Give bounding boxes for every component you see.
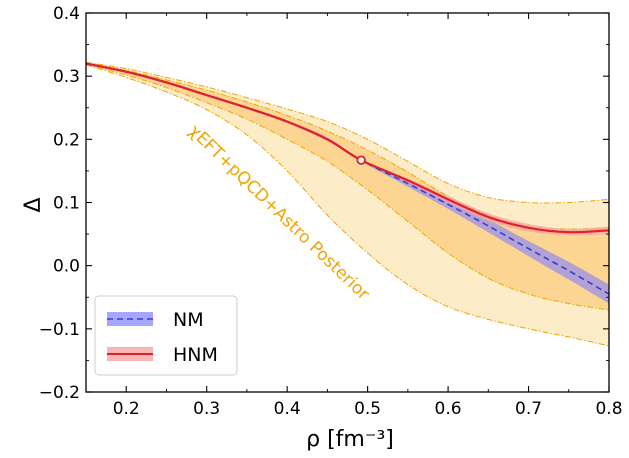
y-tick-label: −0.2 <box>39 383 80 403</box>
x-tick-label: 0.6 <box>435 399 462 419</box>
series-layer <box>85 62 610 304</box>
series-line-hnm <box>85 62 610 234</box>
posterior-outer-upper-edge <box>85 61 610 204</box>
posterior-outer-lower-edge <box>85 64 610 347</box>
x-tick-label: 0.3 <box>193 399 220 419</box>
y-axis-title: Δ <box>21 197 46 212</box>
axis-ticks: 0.2 0.3 0.4 0.5 0.6 0.7 0.8 −0.2 −0.1 0.0 0.1 0.2 0.… <box>39 4 623 419</box>
y-tick-label: 0.0 <box>53 257 80 277</box>
y-tick-label: 0.3 <box>53 67 80 87</box>
y-tick-label: 0.1 <box>53 194 80 214</box>
x-axis-title: ρ [fm⁻³] <box>306 427 394 452</box>
posterior-inner-upper-edge <box>85 62 610 230</box>
posterior-band-outer <box>86 62 609 346</box>
x-tick-label: 0.8 <box>595 399 622 419</box>
legend-nm-label: NM <box>173 309 204 331</box>
posterior-bands <box>85 61 610 347</box>
x-tick-label: 0.2 <box>113 399 140 419</box>
legend-hnm-label: HNM <box>173 344 218 366</box>
transition-point-marker <box>356 155 366 165</box>
y-tick-label: 0.4 <box>53 4 80 24</box>
y-tick-label: 0.2 <box>53 130 80 150</box>
legend: NM HNM <box>94 295 238 376</box>
y-tick-label: −0.1 <box>39 320 80 340</box>
posterior-band-inner <box>86 62 609 310</box>
posterior-inner-lower-edge <box>85 63 610 311</box>
x-tick-label: 0.7 <box>515 399 542 419</box>
x-tick-label: 0.4 <box>274 399 301 419</box>
x-tick-label: 0.5 <box>354 399 381 419</box>
